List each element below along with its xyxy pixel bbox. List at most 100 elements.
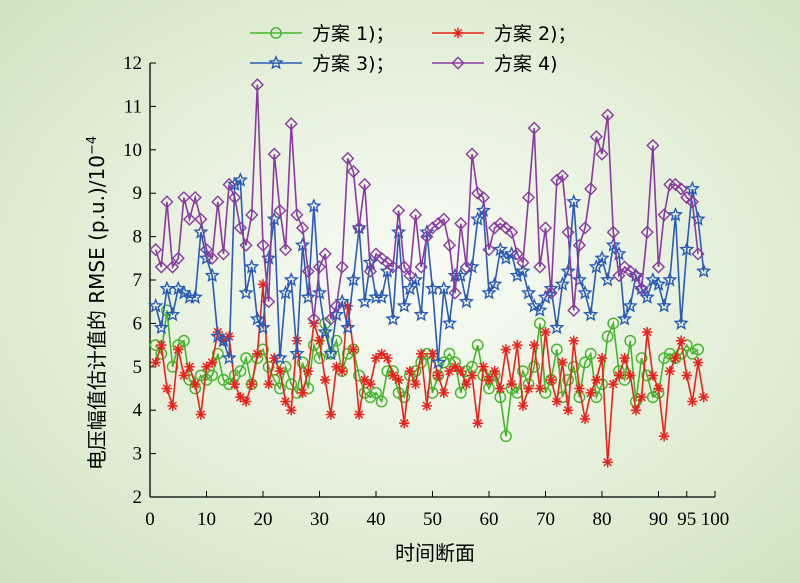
legend-label: 方案 3)； (312, 53, 395, 75)
series-4-point (488, 221, 502, 235)
y-tick-label: 7 (133, 270, 143, 291)
series-4-point (233, 221, 247, 235)
series-4-point (262, 295, 276, 309)
series-3-point (656, 298, 672, 313)
series-3-point (215, 332, 232, 348)
x-tick-label: 95 (677, 509, 696, 530)
series-2-point (173, 344, 184, 355)
series-3-point (673, 315, 689, 330)
series-2-point (461, 378, 472, 390)
series-2-point (427, 348, 438, 359)
x-axis-label: 时间断面 (395, 541, 475, 565)
series-4-point (149, 243, 163, 257)
series-4-point (329, 299, 344, 313)
series-3-point (650, 276, 667, 291)
y-axis-label-exponent: −4 (85, 136, 100, 155)
series-2-point (608, 378, 619, 390)
series-3-point (537, 289, 554, 304)
series-2-point (387, 370, 399, 381)
series-layer (148, 78, 712, 468)
series-2-point (331, 361, 342, 372)
series-4-point (301, 264, 315, 278)
series-2-point (478, 361, 489, 372)
series-4-point (623, 264, 637, 278)
series-4-point (657, 208, 671, 222)
series-2-point (596, 352, 608, 364)
series-1-point (166, 360, 179, 373)
series-2-point (545, 374, 557, 386)
series-4-point (369, 247, 383, 261)
series-2-point (500, 344, 512, 355)
series-3-point (554, 276, 571, 291)
series-2-point (670, 352, 681, 364)
series-1-point (426, 386, 439, 399)
series-4-point (510, 247, 524, 261)
series-1-point (330, 334, 343, 347)
series-4-point (324, 312, 338, 326)
series-4-point (499, 221, 513, 235)
series-2-point (687, 396, 698, 407)
series-3-point (560, 263, 576, 278)
series-2-point (585, 387, 596, 399)
series-4-point (199, 243, 214, 257)
series-1-point (240, 352, 252, 365)
series-3-point (272, 350, 288, 365)
series-2-point (348, 344, 359, 355)
series-2-point (240, 396, 252, 407)
legend-swatch-marker (452, 27, 464, 39)
series-1-point (550, 343, 563, 356)
series-2-point (591, 374, 602, 386)
legend-item-2: 方案 2)； (432, 23, 577, 45)
series-3-point (520, 285, 537, 300)
series-4-point (425, 221, 440, 235)
series-4-point (267, 147, 281, 161)
series-3-point (481, 285, 497, 300)
y-axis-label: 电压幅值估计值的 RMSE (p.u.)/10−4 (85, 136, 109, 470)
series-1-point (285, 378, 298, 391)
series-4-point (420, 230, 434, 244)
series-3-point (588, 258, 604, 274)
series-3-point (193, 224, 209, 239)
series-3-point (255, 319, 271, 335)
series-2-point (263, 378, 274, 390)
y-tick-label: 10 (123, 140, 142, 161)
x-tick-label: 50 (423, 509, 442, 530)
series-4-point (533, 260, 547, 274)
series-2-point (303, 365, 314, 377)
series-1-point (370, 386, 382, 399)
series-4-point (448, 286, 462, 300)
series-2-point (274, 365, 286, 377)
series-4-point (290, 208, 304, 222)
series-4-point (685, 195, 699, 209)
series-2-point (410, 378, 421, 390)
series-2-point (269, 352, 280, 364)
series-4-point (273, 203, 287, 218)
plot-frame (149, 63, 715, 498)
series-4-point (595, 147, 609, 161)
series-2-point (178, 370, 190, 381)
series-2-point (512, 339, 523, 351)
series-4-point (567, 303, 581, 317)
series-1-point (296, 356, 309, 369)
series-2-point (489, 365, 500, 377)
series-4-point (177, 190, 191, 205)
series-4-point (555, 169, 570, 183)
series-2-point (150, 357, 161, 368)
series-3-point (345, 271, 362, 287)
series-2-point (365, 378, 376, 390)
y-tick-label: 8 (133, 227, 143, 248)
series-4-point (465, 147, 479, 161)
series-3-point (317, 324, 333, 339)
series-3-point (509, 267, 525, 283)
series-2-point (201, 361, 212, 372)
x-tick-label: 70 (536, 509, 555, 530)
legend-item-4: 方案 4) (432, 53, 558, 75)
series-1-point (635, 352, 648, 365)
series-3-point (396, 298, 412, 313)
series-3-point (639, 289, 655, 304)
series-4-point (589, 130, 603, 144)
series-2-point (319, 374, 331, 386)
series-4-point (228, 190, 242, 205)
series-1-point (517, 365, 529, 378)
series-4-point (154, 260, 168, 274)
